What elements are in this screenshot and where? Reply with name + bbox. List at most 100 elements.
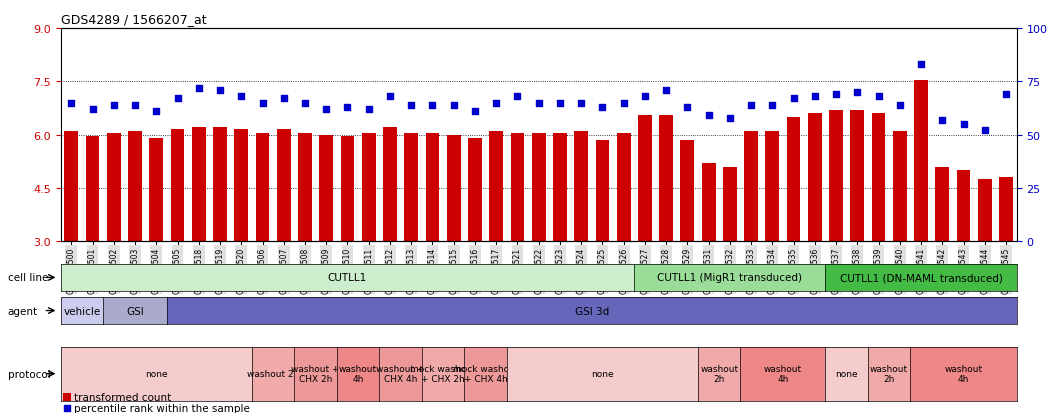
Point — [977, 128, 994, 134]
Point — [742, 102, 759, 109]
Point — [232, 94, 249, 100]
Bar — [978, 180, 992, 242]
Bar — [86, 137, 99, 242]
Point — [573, 100, 589, 107]
Text: GDS4289 / 1566207_at: GDS4289 / 1566207_at — [61, 13, 206, 26]
Point — [211, 87, 228, 94]
Point — [785, 96, 802, 102]
Point — [658, 87, 674, 94]
Point — [764, 102, 781, 109]
Point — [849, 90, 866, 96]
Bar — [957, 171, 971, 242]
Bar — [744, 132, 758, 242]
Bar — [681, 140, 694, 242]
Bar — [617, 133, 630, 242]
Point — [84, 107, 101, 113]
Text: washout
4h: washout 4h — [764, 364, 802, 383]
Bar — [447, 135, 461, 242]
Point — [318, 107, 335, 113]
Point — [106, 102, 122, 109]
Text: transformed count: transformed count — [74, 392, 172, 402]
Text: none: none — [592, 369, 614, 378]
Point — [530, 100, 547, 107]
Bar — [596, 140, 609, 242]
Text: washout +
CHX 4h: washout + CHX 4h — [376, 364, 425, 383]
Text: washout
2h: washout 2h — [700, 364, 738, 383]
Point — [63, 100, 80, 107]
Bar — [765, 132, 779, 242]
Point — [381, 94, 398, 100]
Point — [339, 104, 356, 111]
Point — [296, 100, 313, 107]
Point — [552, 100, 569, 107]
Bar — [574, 132, 588, 242]
Bar — [235, 130, 248, 242]
Point — [913, 62, 930, 69]
Point — [254, 100, 271, 107]
Text: GSI: GSI — [127, 306, 143, 316]
Point — [998, 92, 1015, 98]
Text: protocol: protocol — [7, 369, 50, 379]
Point — [59, 405, 75, 411]
Point — [488, 100, 505, 107]
Bar — [638, 116, 652, 242]
Bar — [893, 132, 907, 242]
Bar — [340, 137, 354, 242]
Text: cell line: cell line — [7, 273, 48, 283]
Bar — [298, 133, 312, 242]
Bar — [65, 132, 79, 242]
Text: none: none — [144, 369, 168, 378]
Point — [955, 121, 972, 128]
Text: agent: agent — [7, 306, 38, 316]
Text: mock washout
+ CHX 4h: mock washout + CHX 4h — [452, 364, 518, 383]
Text: washout +
CHX 2h: washout + CHX 2h — [291, 364, 340, 383]
Point — [445, 102, 462, 109]
Point — [637, 94, 653, 100]
Bar — [489, 132, 504, 242]
Text: CUTLL1: CUTLL1 — [328, 273, 367, 283]
Point — [148, 109, 164, 115]
Bar — [935, 167, 950, 242]
Text: washout 2h: washout 2h — [247, 369, 299, 378]
Bar — [660, 116, 673, 242]
Bar — [723, 167, 737, 242]
Point — [828, 92, 845, 98]
Point — [509, 94, 526, 100]
Bar — [829, 110, 843, 242]
Bar — [532, 133, 545, 242]
Bar — [107, 133, 120, 242]
Point — [467, 109, 484, 115]
Bar — [850, 110, 864, 242]
Bar — [511, 133, 525, 242]
Point — [403, 102, 420, 109]
Bar — [914, 80, 928, 242]
Bar — [214, 128, 227, 242]
Point — [127, 102, 143, 109]
Text: mock washout
+ CHX 2h: mock washout + CHX 2h — [410, 364, 475, 383]
Text: CUTLL1 (DN-MAML transduced): CUTLL1 (DN-MAML transduced) — [840, 273, 1002, 283]
Bar — [425, 133, 440, 242]
Bar — [872, 114, 886, 242]
Text: none: none — [836, 369, 857, 378]
Bar — [362, 133, 376, 242]
Point — [806, 94, 823, 100]
Text: washout
4h: washout 4h — [339, 364, 377, 383]
Point — [870, 94, 887, 100]
Bar — [276, 130, 291, 242]
Point — [594, 104, 610, 111]
Point — [170, 96, 186, 102]
Text: GSI 3d: GSI 3d — [575, 306, 609, 316]
Point — [360, 107, 377, 113]
Point — [616, 100, 632, 107]
Bar — [192, 128, 205, 242]
Bar — [701, 164, 715, 242]
Bar — [999, 178, 1012, 242]
Point — [721, 115, 738, 121]
Point — [934, 117, 951, 123]
Bar — [255, 133, 269, 242]
Point — [700, 113, 717, 119]
Point — [275, 96, 292, 102]
Bar — [383, 128, 397, 242]
Bar — [319, 135, 333, 242]
Bar — [786, 118, 801, 242]
